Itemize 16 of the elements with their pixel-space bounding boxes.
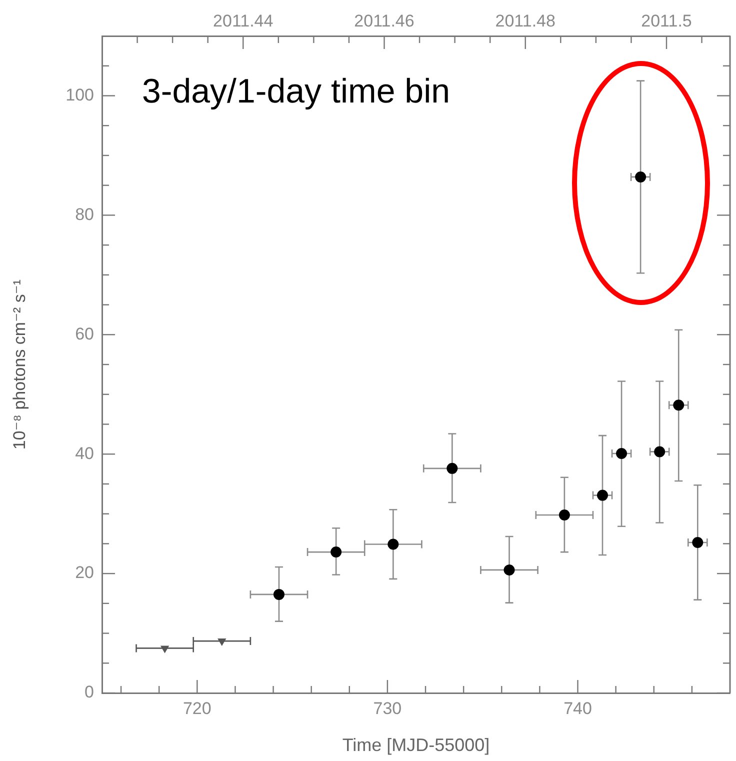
y-tick-label: 100 [66,85,94,104]
y-axis-title: 10⁻⁸ photons cm⁻² s⁻¹ [10,279,29,450]
x2-tick-label: 2011.46 [354,11,414,30]
x-axis-title: Time [MJD-55000] [342,735,490,756]
y-tick-label: 20 [75,563,94,582]
y-tick-label: 40 [75,444,94,463]
y-tick-label: 80 [75,204,94,224]
x2-tick-label: 2011.5 [641,11,692,30]
x2-tick-label: 2011.44 [213,11,274,30]
x-tick-label: 740 [564,698,592,718]
x-tick-label: 730 [373,698,402,718]
annotation: 3-day/1-day time bin [142,72,450,110]
x2-tick-label: 2011.48 [495,11,556,30]
y-tick-label: 0 [84,682,94,702]
y-tick-label: 60 [75,324,94,344]
x-tick-label: 720 [182,698,212,718]
